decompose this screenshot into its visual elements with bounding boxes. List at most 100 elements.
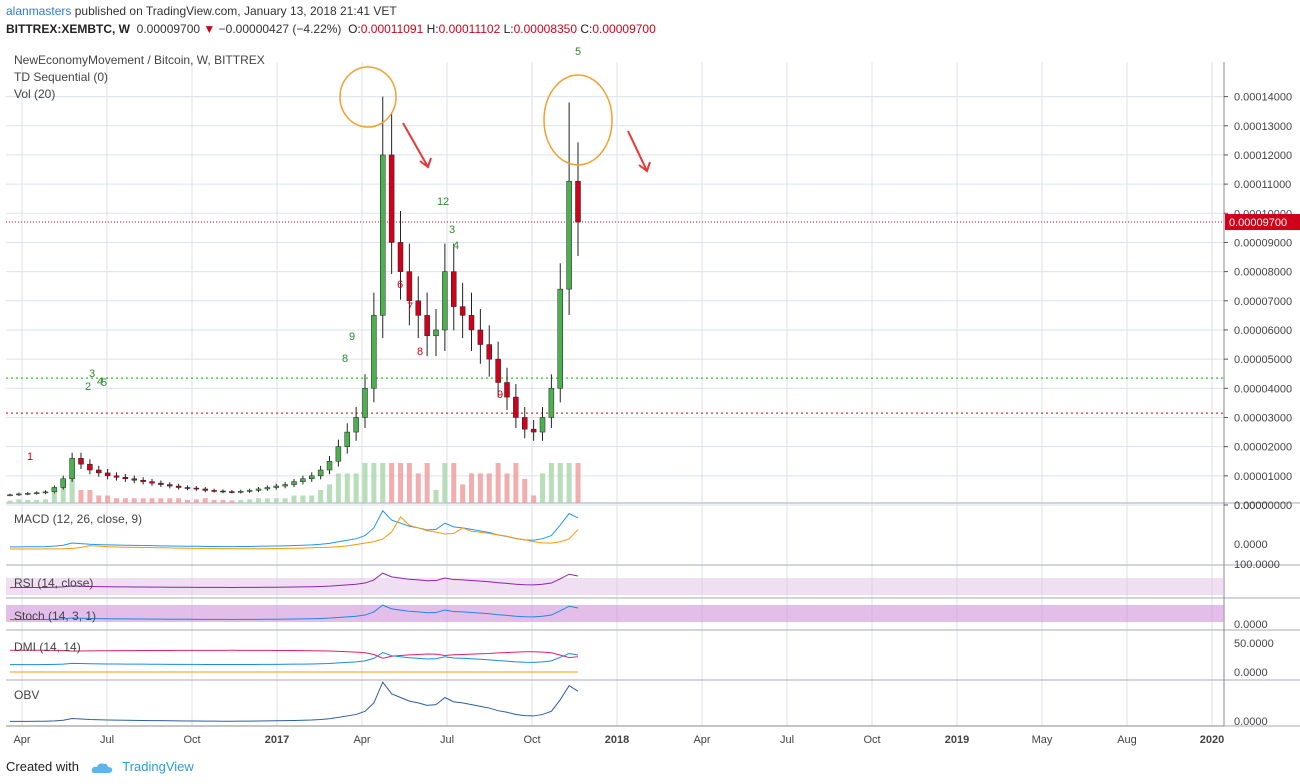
candle-body [371, 315, 377, 389]
volume-bar [264, 498, 270, 503]
chart-title: NewEconomyMovement / Bitcoin, W, BITTREX [14, 53, 265, 67]
x-tick-label: 2020 [1200, 734, 1224, 746]
tradingview-link[interactable]: TradingView [122, 759, 194, 774]
td-label: 4 [97, 376, 103, 388]
candle-body [326, 460, 333, 471]
td-legend: TD Sequential (0) [14, 70, 109, 84]
down-arrow-icon [402, 122, 429, 168]
volume-bar [327, 484, 332, 503]
td-label: 8 [417, 346, 423, 358]
x-tick-label: Oct [183, 734, 200, 746]
y-tick-label: 0.00000000 [1234, 500, 1292, 512]
candle-body [122, 477, 129, 479]
x-tick-label: 2017 [265, 734, 289, 746]
candle-body [397, 242, 404, 272]
footer: Created with TradingView [6, 759, 194, 774]
candle-body [575, 180, 581, 223]
time-axis[interactable]: Apr Jul Oct 2017 Apr Jul Oct 2018 Apr Jul Oct 2019 M… [13, 734, 1224, 746]
x-tick-label: Jul [440, 734, 454, 746]
candle-body [468, 315, 475, 331]
volume-bar [69, 463, 75, 503]
volume-bar [256, 498, 261, 503]
td-label: 3 [449, 224, 455, 236]
volume-bar [60, 484, 66, 503]
indicator-tick-label: 0.0000 [1234, 539, 1268, 551]
candle-body [530, 428, 537, 433]
volume-bar [353, 473, 359, 503]
candle-body [69, 458, 75, 479]
indicator-tick-label: 0.0000 [1234, 619, 1268, 631]
td-label: 7 [407, 301, 413, 313]
volume-bar [43, 499, 48, 503]
volume-bar [51, 492, 57, 503]
price-tag [1225, 214, 1300, 231]
candle-body [220, 490, 226, 493]
indicator-tick-label: 0.0000 [1234, 667, 1268, 679]
volume-bar [406, 463, 412, 503]
pane-borders [6, 62, 1300, 727]
volume-bar [167, 498, 173, 503]
stoch-band [6, 605, 1224, 622]
indicator-tick-label: 50.0000 [1234, 638, 1274, 650]
candles [7, 96, 581, 497]
candle-body [7, 494, 13, 497]
down-arrow-icon [627, 130, 648, 172]
candle-body [246, 490, 253, 492]
x-tick-label: 2018 [605, 734, 629, 746]
candle-body [282, 484, 288, 487]
volume-bar [193, 499, 199, 503]
candle-body [184, 487, 191, 489]
volume-bar [540, 473, 545, 503]
volume-bar [131, 498, 137, 503]
volume-bar [309, 495, 315, 503]
candle-body [42, 491, 49, 494]
tradingview-cloud-icon [91, 762, 112, 773]
candle-body [344, 431, 350, 447]
candle-body [566, 180, 572, 290]
volume-bar [548, 463, 554, 503]
volume-bar [469, 473, 474, 503]
x-tick-label: Apr [693, 734, 710, 746]
candle-body [158, 482, 164, 485]
candle-body [477, 329, 484, 345]
volume-bar [460, 484, 466, 503]
candle-body [131, 478, 137, 481]
candle-body [113, 475, 120, 478]
x-tick-label: Jul [100, 734, 114, 746]
volume-bar [389, 463, 395, 503]
volume-bar [229, 500, 235, 503]
indicator-tick-label: 0.0000 [1234, 500, 1268, 512]
volume-bar [176, 498, 182, 503]
x-tick-label: Apr [353, 734, 370, 746]
candle-body [51, 487, 58, 493]
macd-line [9, 509, 579, 548]
volume-bar [238, 499, 244, 503]
volume-bar [149, 498, 155, 503]
y-tick-label: 0.00006000 [1234, 325, 1292, 337]
td-label: 1 [437, 196, 443, 208]
volume-bar [531, 495, 537, 503]
annotations [339, 66, 651, 173]
annotation-circle [543, 74, 613, 166]
volume-bar [220, 499, 226, 503]
volume-bar [522, 478, 528, 503]
y-tick-label: 0.00012000 [1234, 150, 1292, 162]
price-axis[interactable]: 0.00014000 0.00013000 0.00012000 0.00011000… [1224, 92, 1300, 728]
indicator-lines [6, 509, 1224, 722]
indicator-tick-label: 100.0000 [1234, 559, 1280, 571]
candle-body [33, 492, 40, 494]
candle-body [522, 417, 528, 430]
volume-bar [362, 463, 368, 503]
volume-bar [300, 495, 306, 503]
symbol: BITTREX:XEMBTC, W [6, 22, 130, 36]
x-tick-label: Apr [13, 734, 30, 746]
author-link[interactable]: alanmasters [6, 4, 72, 18]
candle-body [255, 488, 262, 491]
candle-body [353, 417, 359, 433]
ohlc-low: 0.00008350 [513, 22, 578, 36]
volume-bar [486, 473, 492, 503]
td-label: 3 [89, 368, 95, 380]
volume-bar [87, 489, 93, 503]
